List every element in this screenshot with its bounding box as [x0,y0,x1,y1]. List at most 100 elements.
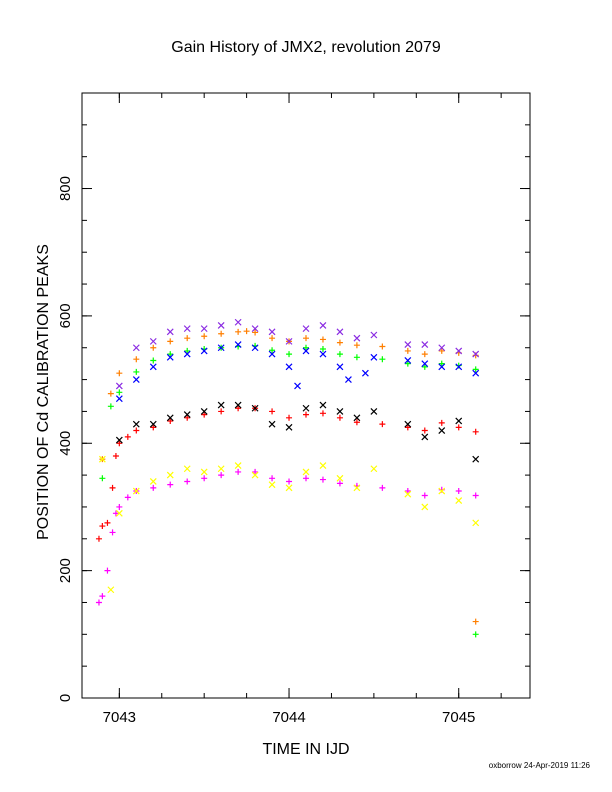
data-point [472,618,479,625]
data-point [98,455,106,463]
data-point [472,492,479,499]
data-point [217,465,225,473]
plot-frame [81,92,531,699]
data-point [438,487,446,495]
data-point [438,427,446,434]
series-orange [99,328,479,625]
data-point [167,338,174,345]
data-point [472,455,480,463]
x-tick-label: 7044 [272,709,305,726]
data-point [285,484,293,492]
data-point [133,368,140,375]
data-point [200,468,208,476]
data-point [150,357,157,364]
data-point [421,360,429,368]
x-axis-label: TIME IN IJD [262,741,349,758]
data-point [319,346,326,353]
data-point [218,330,225,337]
y-tick-label: 200 [57,558,74,583]
data-point [455,347,463,355]
data-point [472,350,480,358]
data-point [336,339,343,346]
data-point [472,369,480,377]
x-tick-label: 7045 [442,709,475,726]
data-point [115,382,123,390]
data-point [112,453,119,459]
data-point [344,376,352,384]
data-point [218,472,225,479]
data-point [268,420,276,428]
data-point [183,411,191,419]
data-point [201,333,208,340]
data-point [218,408,225,415]
data-point [251,471,259,479]
data-point [269,475,276,482]
data-point [379,356,386,363]
data-point [421,427,428,434]
data-point [472,428,479,435]
data-point [132,420,140,428]
data-point [184,347,191,354]
data-point [269,408,276,415]
data-point [336,407,344,415]
y-tick-label: 400 [57,431,74,456]
data-point [116,370,123,377]
data-point [183,325,191,333]
data-point [268,481,276,489]
data-point [251,404,259,412]
data-point [269,335,276,342]
data-point [132,376,140,384]
data-point [200,325,208,333]
data-point [294,382,301,390]
data-points [95,318,480,638]
data-point [303,411,309,418]
data-point [336,414,343,421]
data-point [303,335,309,342]
data-point [133,356,140,363]
data-point [286,351,293,358]
data-point [234,318,242,326]
data-point [166,414,174,422]
data-point [184,414,191,421]
data-point [421,433,429,441]
y-tick-label: 0 [57,694,74,702]
data-point [319,462,327,469]
data-point [201,475,208,482]
data-point [319,401,327,409]
data-point [166,471,174,479]
data-point [234,401,242,409]
series-purple [115,318,480,390]
series-magenta [95,468,479,606]
data-point [99,475,106,482]
data-point [404,490,412,498]
data-point [336,363,344,371]
data-point [99,523,106,530]
data-point [109,484,116,491]
data-point [167,417,174,424]
data-point [285,423,293,431]
data-point [404,347,411,354]
data-point [438,363,446,371]
data-point [217,401,225,409]
data-point [235,405,242,412]
data-point [379,484,386,491]
data-point [438,347,445,354]
data-point [268,350,276,358]
data-point [303,344,309,351]
data-point [336,474,344,482]
data-point [370,353,378,361]
data-point [167,351,174,358]
data-point [132,344,140,352]
data-point [302,468,310,476]
data-point [235,328,242,335]
data-point [217,322,225,329]
data-point [112,510,119,517]
data-point [421,341,429,348]
data-point [379,421,386,428]
data-point [124,433,131,440]
data-point [302,325,310,333]
data-point [149,420,157,428]
data-point [184,335,191,342]
data-point [133,427,140,434]
data-point [252,468,259,475]
